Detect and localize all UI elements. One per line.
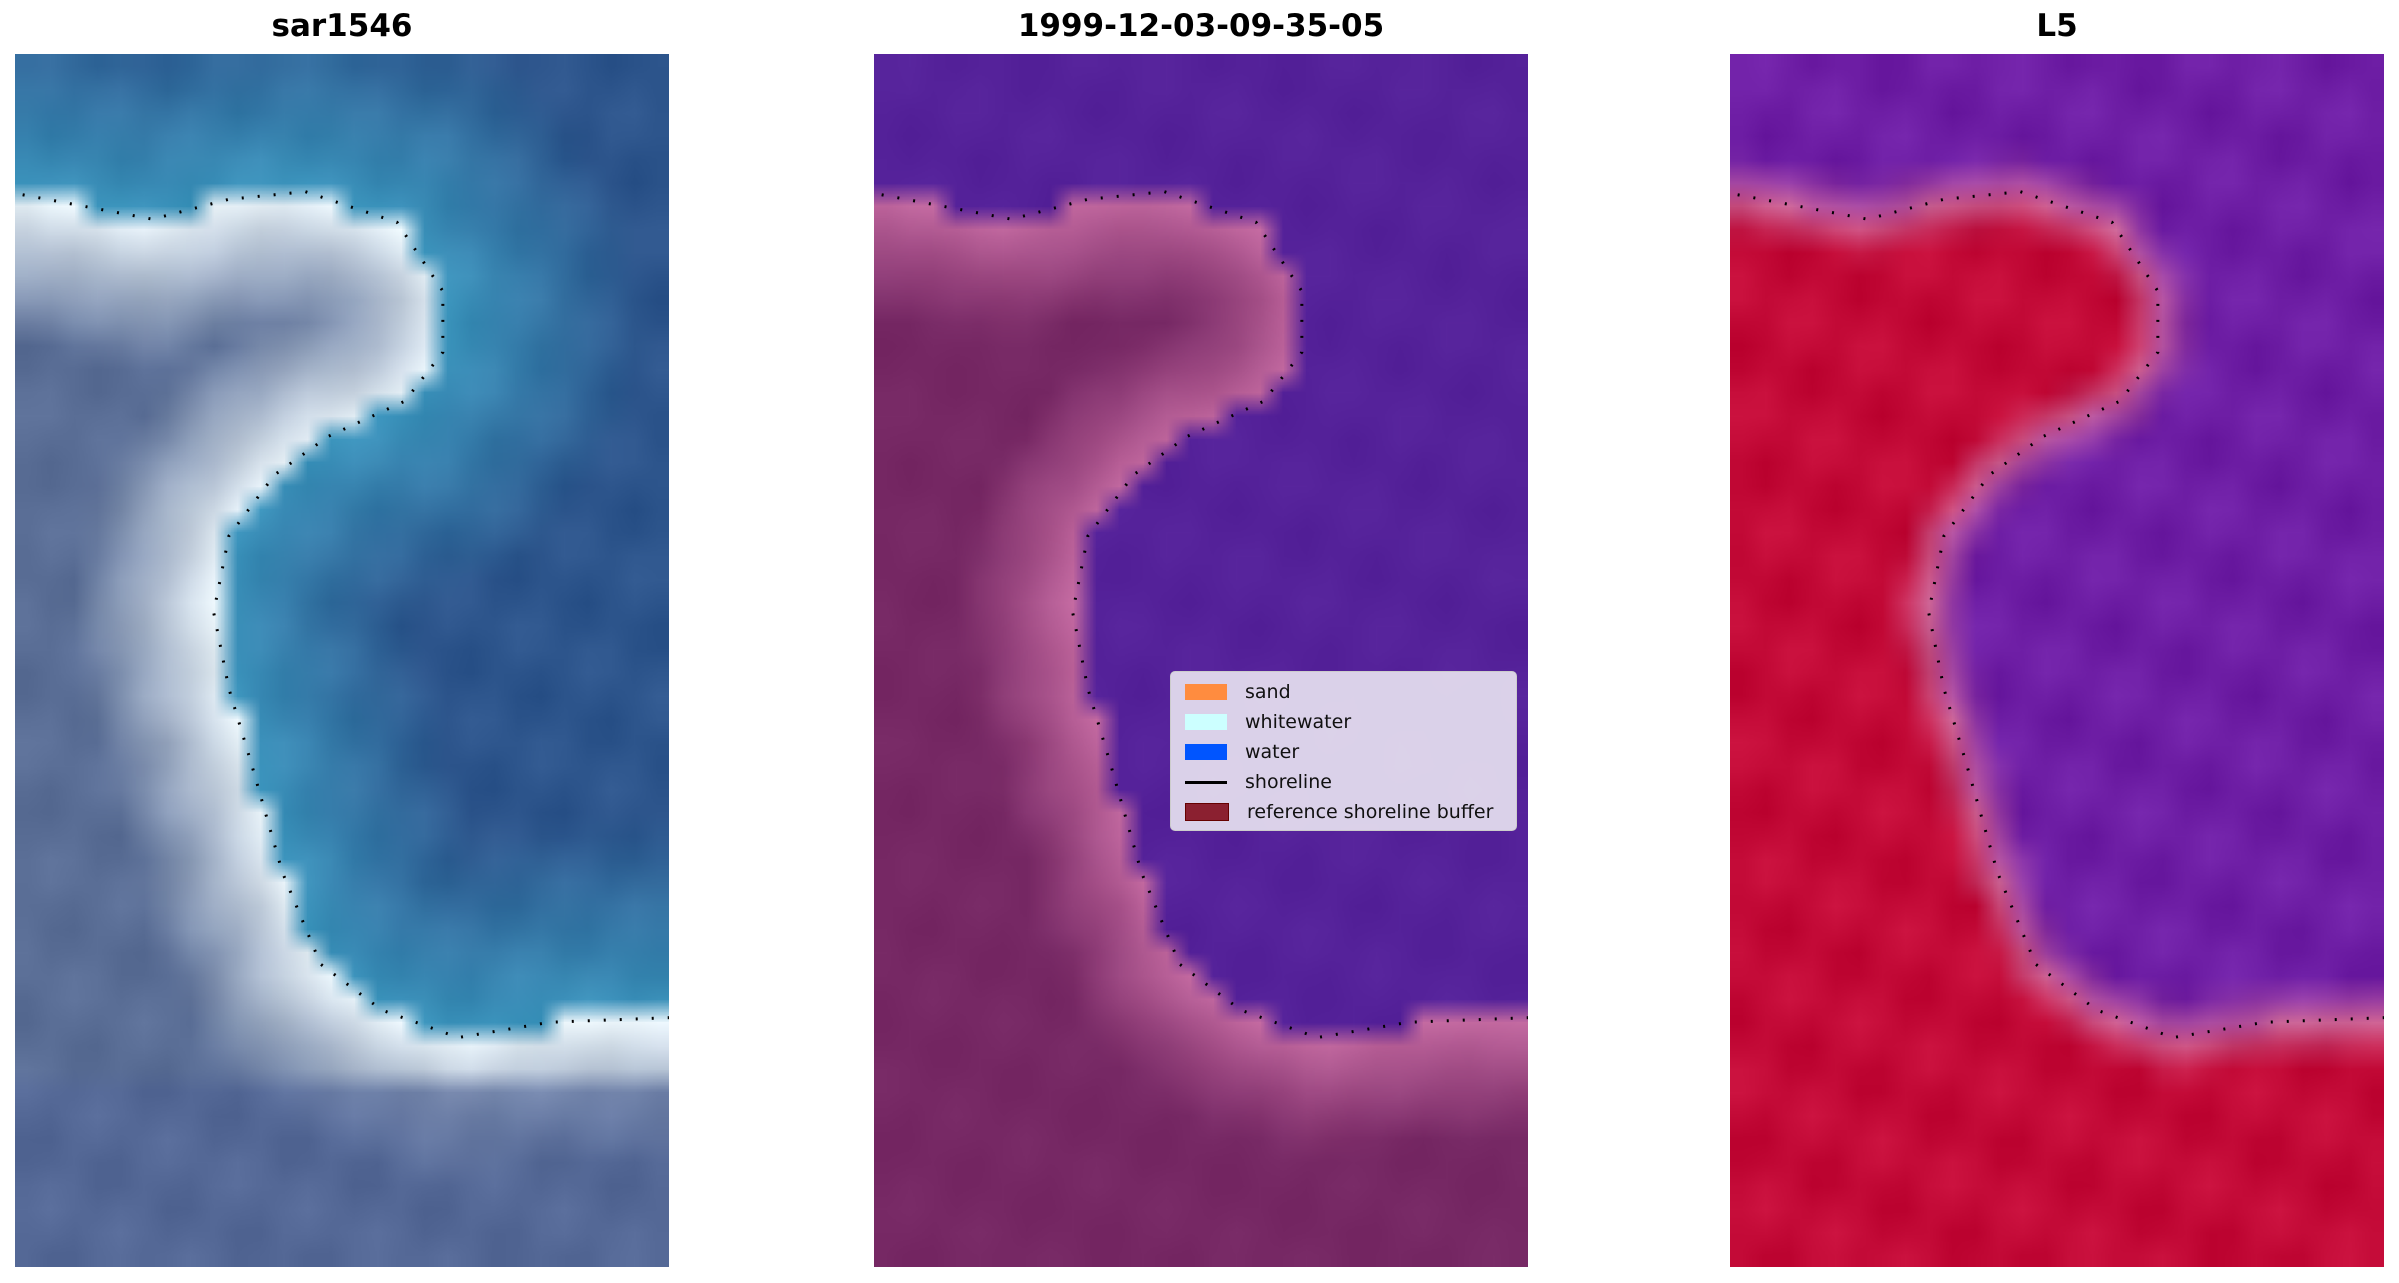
shoreline-dots	[881, 190, 1528, 1040]
sand-swatch	[1185, 684, 1227, 700]
rgb-image	[15, 54, 669, 1267]
index-image-panel	[1730, 54, 2384, 1267]
legend-label: whitewater	[1245, 711, 1352, 733]
legend-item-shoreline: shoreline	[1185, 768, 1332, 796]
legend-item-water: water	[1185, 738, 1299, 766]
legend-label: shoreline	[1245, 771, 1332, 793]
water-swatch	[1185, 744, 1227, 760]
whitewater-swatch	[1185, 714, 1227, 730]
panel-title-3: L5	[2036, 8, 2078, 44]
index-image	[1730, 54, 2384, 1267]
shoreline-line-swatch	[1185, 780, 1227, 784]
shoreline	[881, 190, 1528, 1040]
shoreline-dots	[1737, 190, 2384, 1040]
panel-title-2: 1999-12-03-09-35-05	[1017, 8, 1385, 44]
legend-item-whitewater: whitewater	[1185, 708, 1351, 736]
legend-label: sand	[1245, 681, 1291, 703]
rgb-image-panel	[15, 54, 669, 1267]
shoreline	[22, 190, 669, 1040]
buffer-swatch	[1185, 803, 1229, 821]
classified-image	[874, 54, 1528, 1267]
classified-image-panel	[874, 54, 1528, 1267]
panel-title-1: sar1546	[271, 8, 413, 44]
shoreline-dots	[22, 190, 669, 1040]
legend-label: reference shoreline buffer	[1247, 801, 1494, 823]
legend: sand whitewater water shoreline referenc…	[1170, 671, 1517, 831]
legend-label: water	[1245, 741, 1300, 763]
shoreline	[1737, 190, 2384, 1040]
legend-item-sand: sand	[1185, 678, 1291, 706]
legend-item-buffer: reference shoreline buffer	[1185, 798, 1493, 826]
